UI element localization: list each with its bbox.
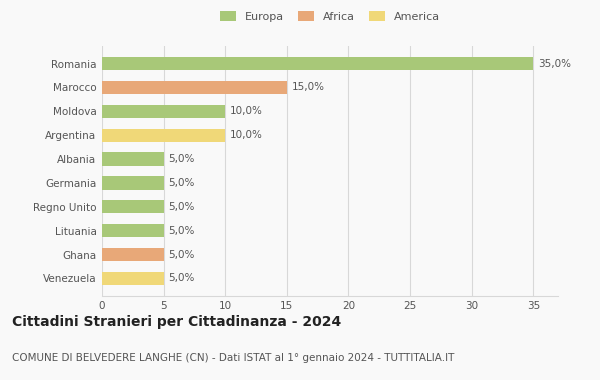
- Bar: [102, 81, 287, 94]
- Text: 5,0%: 5,0%: [169, 274, 195, 283]
- Bar: [102, 57, 533, 70]
- Text: 15,0%: 15,0%: [292, 82, 325, 92]
- Bar: [102, 224, 164, 237]
- Text: 5,0%: 5,0%: [169, 202, 195, 212]
- Text: 5,0%: 5,0%: [169, 154, 195, 164]
- Text: 5,0%: 5,0%: [169, 178, 195, 188]
- Text: 35,0%: 35,0%: [538, 59, 571, 68]
- Text: 5,0%: 5,0%: [169, 226, 195, 236]
- Text: COMUNE DI BELVEDERE LANGHE (CN) - Dati ISTAT al 1° gennaio 2024 - TUTTITALIA.IT: COMUNE DI BELVEDERE LANGHE (CN) - Dati I…: [12, 353, 454, 363]
- Bar: [102, 105, 225, 118]
- Text: Cittadini Stranieri per Cittadinanza - 2024: Cittadini Stranieri per Cittadinanza - 2…: [12, 315, 341, 329]
- Text: 10,0%: 10,0%: [230, 130, 263, 140]
- Bar: [102, 248, 164, 261]
- Bar: [102, 272, 164, 285]
- Text: 5,0%: 5,0%: [169, 250, 195, 260]
- Bar: [102, 176, 164, 190]
- Legend: Europa, Africa, America: Europa, Africa, America: [220, 11, 440, 22]
- Bar: [102, 200, 164, 214]
- Text: 10,0%: 10,0%: [230, 106, 263, 116]
- Bar: [102, 152, 164, 166]
- Bar: [102, 128, 225, 142]
